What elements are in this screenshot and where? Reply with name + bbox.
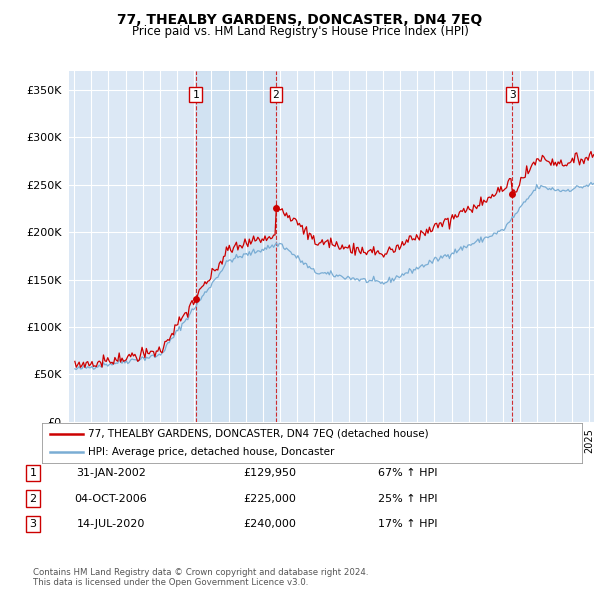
Text: 3: 3 (29, 519, 37, 529)
Text: 77, THEALBY GARDENS, DONCASTER, DN4 7EQ: 77, THEALBY GARDENS, DONCASTER, DN4 7EQ (118, 13, 482, 27)
Text: 17% ↑ HPI: 17% ↑ HPI (378, 519, 438, 529)
Text: Contains HM Land Registry data © Crown copyright and database right 2024.
This d: Contains HM Land Registry data © Crown c… (33, 568, 368, 587)
Bar (196, 71, 276, 422)
Text: 3: 3 (509, 90, 516, 100)
Text: 1: 1 (29, 468, 37, 478)
Text: 14-JUL-2020: 14-JUL-2020 (77, 519, 145, 529)
Text: £240,000: £240,000 (244, 519, 296, 529)
Text: 2: 2 (29, 494, 37, 503)
Text: 04-OCT-2006: 04-OCT-2006 (74, 494, 148, 503)
Text: HPI: Average price, detached house, Doncaster: HPI: Average price, detached house, Donc… (88, 447, 334, 457)
Text: £129,950: £129,950 (244, 468, 296, 478)
Text: 2: 2 (272, 90, 279, 100)
Text: 67% ↑ HPI: 67% ↑ HPI (378, 468, 438, 478)
Text: Price paid vs. HM Land Registry's House Price Index (HPI): Price paid vs. HM Land Registry's House … (131, 25, 469, 38)
Text: 31-JAN-2002: 31-JAN-2002 (76, 468, 146, 478)
Text: 1: 1 (192, 90, 199, 100)
Text: £225,000: £225,000 (244, 494, 296, 503)
Text: 77, THEALBY GARDENS, DONCASTER, DN4 7EQ (detached house): 77, THEALBY GARDENS, DONCASTER, DN4 7EQ … (88, 429, 428, 439)
Text: 25% ↑ HPI: 25% ↑ HPI (378, 494, 438, 503)
